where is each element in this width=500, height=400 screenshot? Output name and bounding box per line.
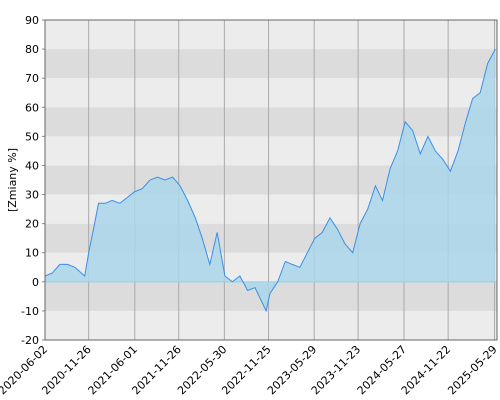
y-tick-label: 70 (25, 72, 39, 85)
plot-band (45, 310, 497, 340)
y-tick-label: 30 (25, 189, 39, 202)
plot-band (45, 107, 497, 137)
y-tick-label: -10 (21, 305, 39, 318)
y-tick-label: 80 (25, 43, 39, 56)
line (44, 48, 496, 313)
y-tick-label: 50 (25, 130, 39, 143)
plot-band (45, 49, 497, 79)
plot-band (45, 78, 497, 108)
area (45, 49, 496, 311)
y-tick-label: -20 (21, 334, 39, 347)
y-axis-label: [Zmiany %] (6, 148, 19, 212)
plot-band (45, 20, 497, 50)
y-tick-label: 10 (25, 247, 39, 260)
y-tick-label: 60 (25, 101, 39, 114)
y-tick-label: 20 (25, 218, 39, 231)
x-tick-label: 2025-05-29 (445, 343, 499, 397)
y-tick-label: 40 (25, 159, 39, 172)
y-tick-label: 0 (32, 276, 39, 289)
plot-frame (44, 19, 498, 341)
y-tick-label: 90 (25, 14, 39, 27)
